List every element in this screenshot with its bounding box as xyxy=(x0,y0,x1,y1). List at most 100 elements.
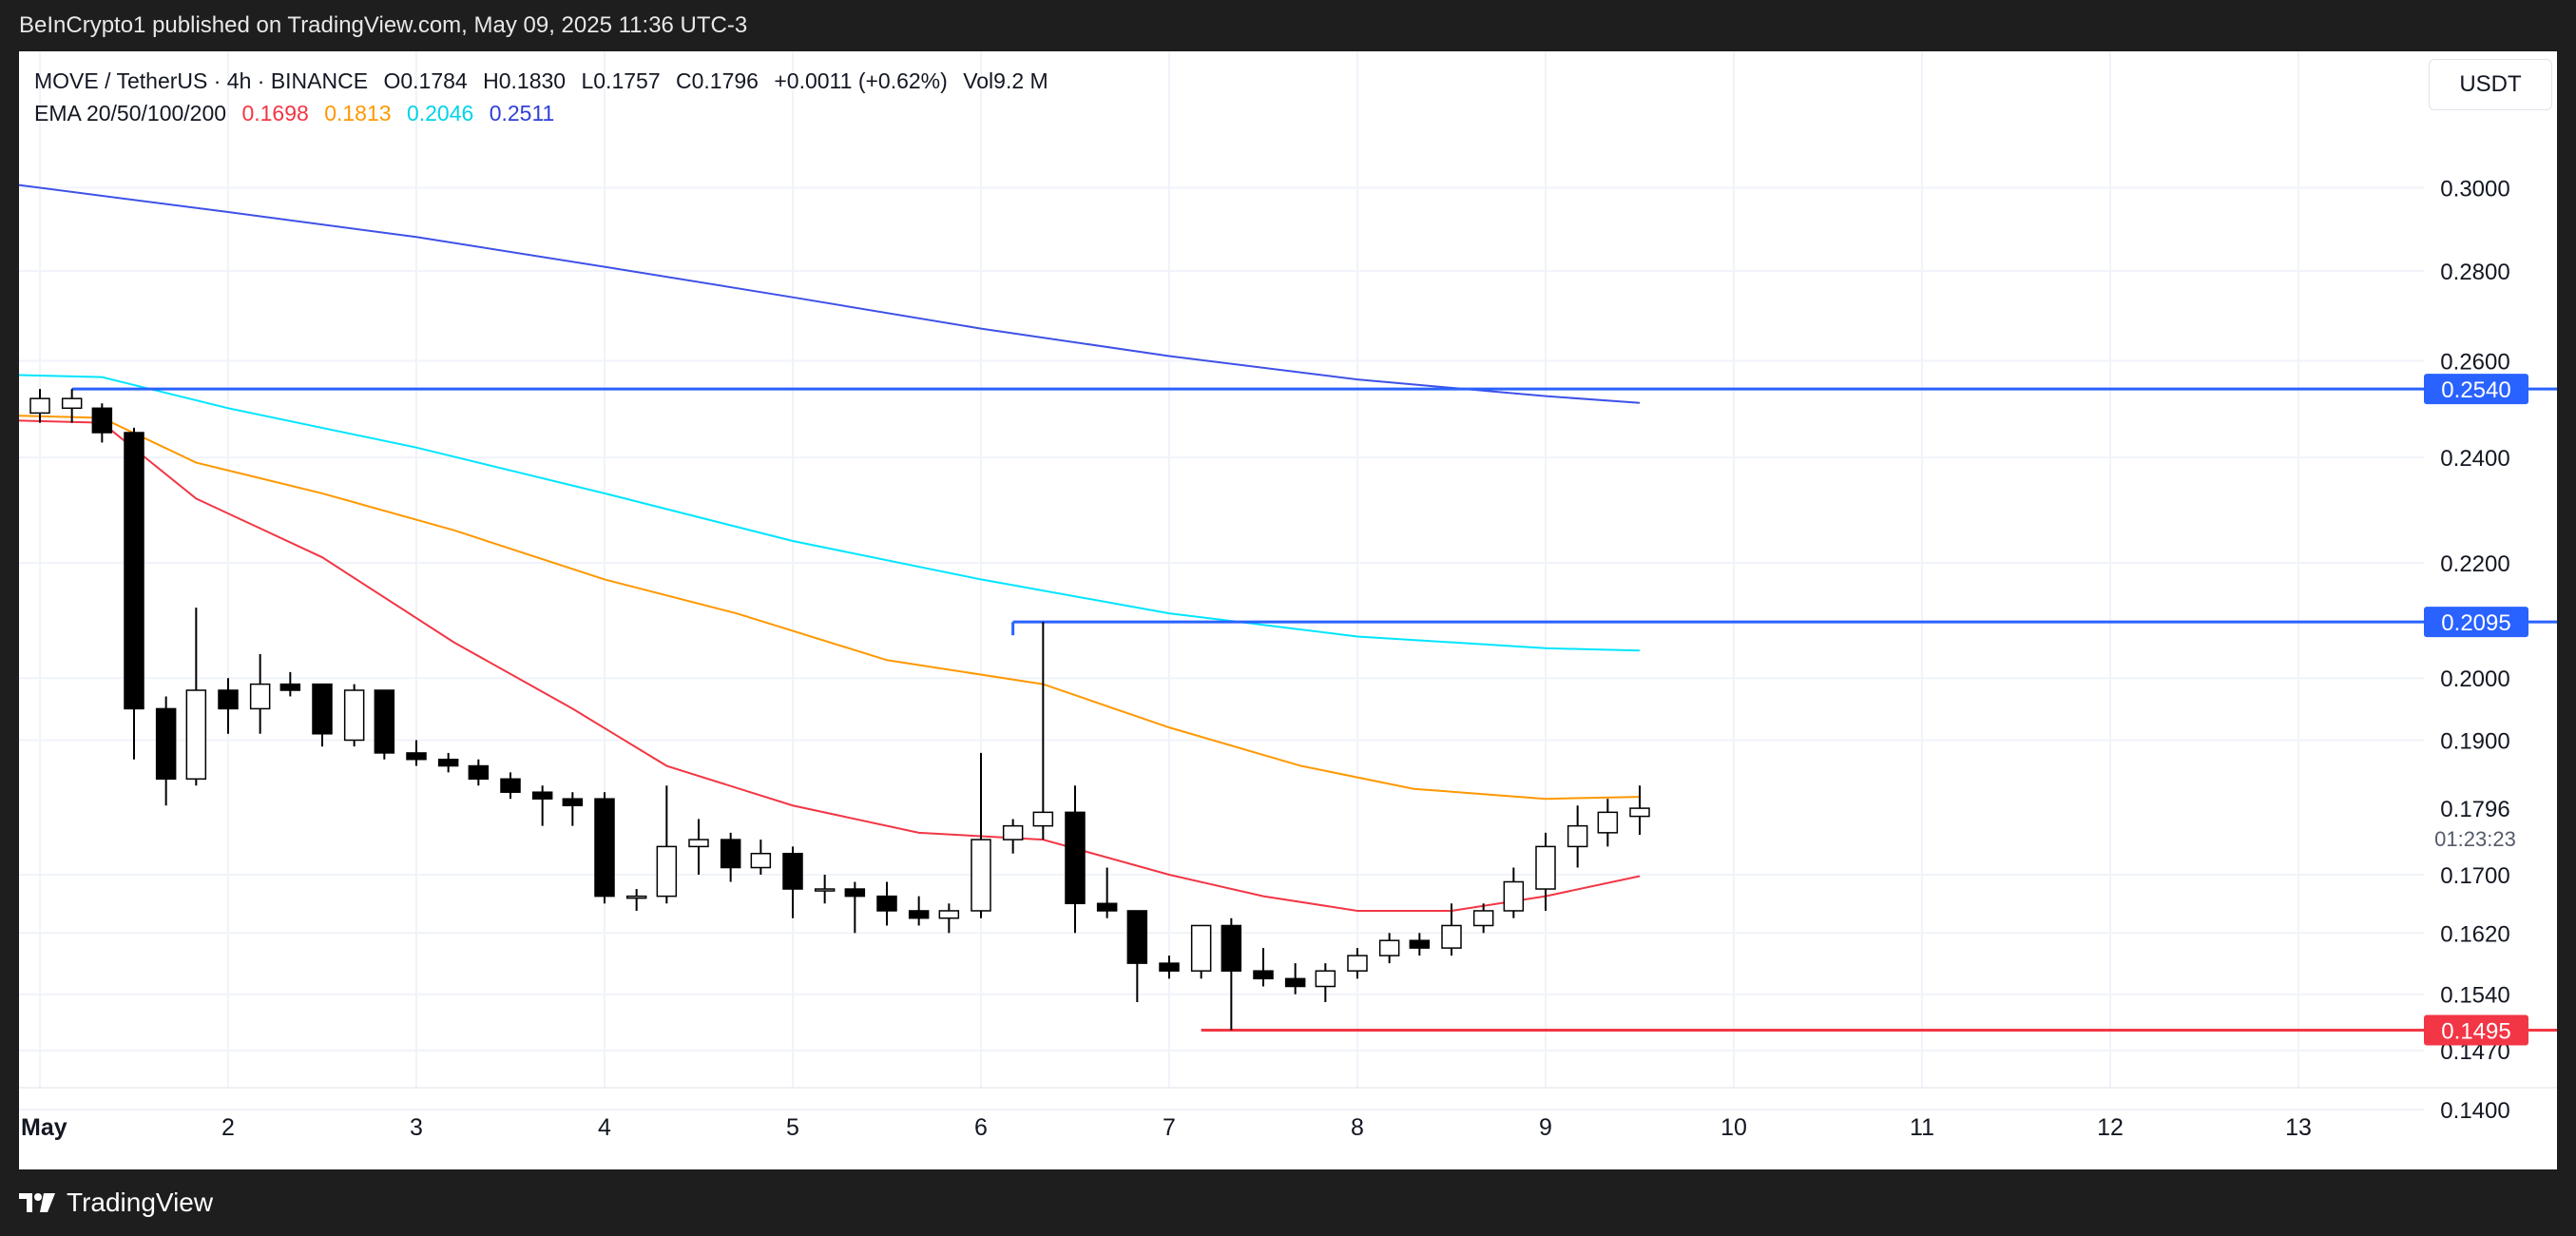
candle-down xyxy=(908,910,930,919)
y-tick-label: 0.1900 xyxy=(2440,728,2509,754)
y-tick-label: 0.1700 xyxy=(2440,863,2509,889)
symbol-label[interactable]: MOVE / TetherUS · 4h · BINANCE xyxy=(34,68,369,93)
current-price-label: 0.1796 xyxy=(2440,797,2509,822)
candle-down xyxy=(312,683,333,735)
candle-down xyxy=(562,798,584,807)
candle-up xyxy=(29,397,50,415)
y-tick-label: 0.3000 xyxy=(2440,176,2509,202)
x-tick-label: May xyxy=(21,1114,67,1141)
candle-up xyxy=(1535,845,1556,890)
candle-down xyxy=(155,707,177,781)
x-tick-label: 12 xyxy=(2097,1114,2124,1141)
price-chart[interactable]: 0.3000 0.2800 0.2600 0.2400 0.2200 0.2000 0.19… xyxy=(19,51,2557,1169)
x-tick-label: 3 xyxy=(410,1114,423,1141)
chart-legend: MOVE / TetherUS · 4h · BINANCE O0.1784 H… xyxy=(34,65,1058,129)
x-tick-label: 10 xyxy=(1721,1114,1747,1141)
currency-label: USDT xyxy=(2459,71,2522,97)
chart-panel[interactable]: 0.3000 0.2800 0.2600 0.2400 0.2200 0.2000 0.19… xyxy=(19,51,2557,1169)
ema-line-ema100 xyxy=(19,374,1641,652)
x-tick-label: 6 xyxy=(974,1114,988,1141)
change-value: +0.0011 (+0.62%) xyxy=(774,68,948,93)
level-price-label: 0.2540 xyxy=(2441,377,2510,403)
ema-label[interactable]: EMA 20/50/100/200 xyxy=(34,101,227,126)
candle-up xyxy=(1567,824,1588,848)
candle-up xyxy=(1472,910,1494,927)
candle-down xyxy=(1159,962,1180,972)
ohlc-legend-row: MOVE / TetherUS · 4h · BINANCE O0.1784 H… xyxy=(34,65,1058,97)
ema-line-ema20 xyxy=(19,419,1641,912)
x-tick-label: 7 xyxy=(1163,1114,1176,1141)
ema-line-ema50 xyxy=(19,415,1641,801)
y-tick-label: 0.2600 xyxy=(2440,349,2509,375)
candle-down xyxy=(1065,811,1086,905)
x-tick-label: 8 xyxy=(1351,1114,1364,1141)
candle-down xyxy=(218,689,239,710)
ema50-value: 0.1813 xyxy=(324,101,392,126)
candle-up xyxy=(1002,824,1024,840)
y-tick-label: 0.2400 xyxy=(2440,446,2509,472)
close-value: C0.1796 xyxy=(676,68,759,93)
candle-up xyxy=(1315,970,1336,988)
candle-up xyxy=(938,910,960,919)
candle-up xyxy=(1190,924,1212,972)
low-value: L0.1757 xyxy=(581,68,661,93)
candle-down xyxy=(500,778,521,793)
currency-selector[interactable]: USDT xyxy=(2429,59,2552,110)
x-tick-label: 9 xyxy=(1539,1114,1552,1141)
candle-down xyxy=(876,895,897,912)
candle-down xyxy=(1221,924,1242,972)
candle-down xyxy=(1096,902,1118,912)
y-tick-label: 0.2800 xyxy=(2440,260,2509,285)
high-value: H0.1830 xyxy=(483,68,567,93)
candle-up xyxy=(656,845,678,898)
y-tick-label: 0.2000 xyxy=(2440,666,2509,692)
candle-down xyxy=(124,432,144,710)
candle-down xyxy=(91,407,113,434)
candle-up xyxy=(971,839,991,912)
ema200-value: 0.2511 xyxy=(489,101,555,126)
y-tick-label: 0.1540 xyxy=(2440,983,2509,1009)
candle-up xyxy=(343,689,365,742)
ema-line-ema200 xyxy=(19,183,1641,404)
candle-down xyxy=(844,888,866,898)
brand-name: TradingView xyxy=(67,1188,214,1217)
candle-up xyxy=(185,689,207,781)
published-text: BeInCrypto1 published on TradingView.com… xyxy=(19,12,748,38)
level-price-badge xyxy=(2424,607,2528,638)
candle-up xyxy=(1629,807,1650,818)
open-value: O0.1784 xyxy=(383,68,468,93)
candle-down xyxy=(279,683,301,691)
footer-bar: TradingView xyxy=(0,1169,2576,1236)
candle-down xyxy=(437,758,459,767)
x-tick-label: 11 xyxy=(1910,1114,1934,1141)
candle-down xyxy=(594,798,615,898)
candle-down xyxy=(1284,977,1306,988)
candle-up xyxy=(688,839,709,848)
candle-up xyxy=(1441,924,1462,949)
tradingview-brand[interactable]: TradingView xyxy=(19,1188,213,1218)
tradingview-logo-icon xyxy=(19,1193,55,1212)
volume-value: Vol9.2 M xyxy=(963,68,1048,93)
countdown-label: 01:23:23 xyxy=(2434,827,2516,851)
candle-up xyxy=(625,895,647,899)
candle-up xyxy=(249,683,271,710)
ema100-value: 0.2046 xyxy=(406,101,474,126)
candle-up xyxy=(750,852,772,869)
candle-down xyxy=(782,852,803,890)
publisher-header: BeInCrypto1 published on TradingView.com… xyxy=(0,0,2576,51)
ema-legend-row: EMA 20/50/100/200 0.1698 0.1813 0.2046 0… xyxy=(34,97,1058,129)
candle-down xyxy=(1409,939,1431,949)
y-tick-label: 0.2200 xyxy=(2440,551,2509,577)
candle-down xyxy=(1253,970,1274,980)
x-tick-label: 5 xyxy=(786,1114,799,1141)
candle-down xyxy=(531,791,553,800)
candle-up xyxy=(1503,880,1525,912)
level-price-label: 0.2095 xyxy=(2441,610,2510,636)
level-price-badge xyxy=(2424,374,2528,405)
y-tick-label: 0.1620 xyxy=(2440,921,2509,947)
candle-down xyxy=(406,752,427,761)
x-tick-label: 2 xyxy=(221,1114,235,1141)
level-price-label: 0.1495 xyxy=(2441,1018,2510,1044)
x-tick-label: 13 xyxy=(2285,1114,2312,1141)
candle-down xyxy=(374,689,395,754)
